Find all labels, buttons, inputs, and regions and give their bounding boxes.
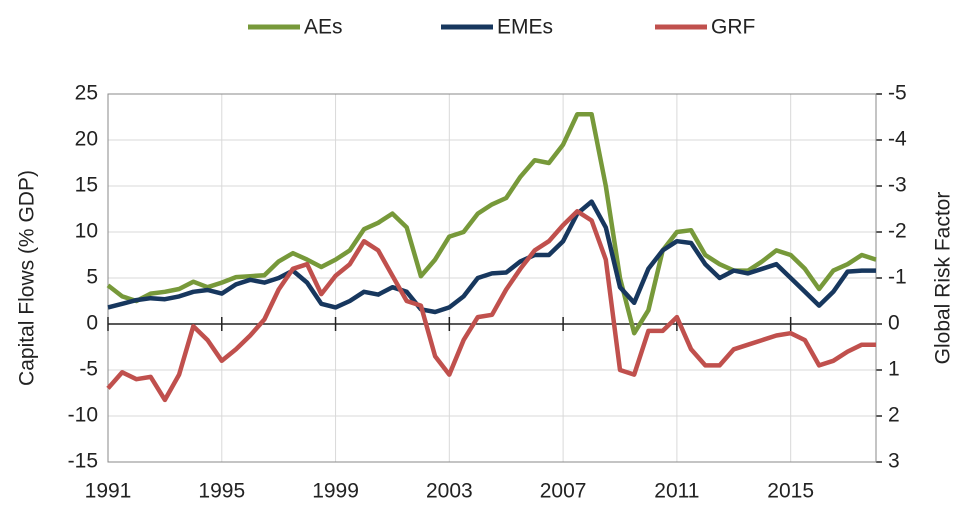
- y2-tick-label: 1: [888, 358, 900, 381]
- y2-tick-label: -5: [888, 82, 907, 105]
- y-axis-label: Capital Flows (% GDP): [16, 170, 39, 386]
- y-tick-label: 5: [86, 266, 98, 289]
- y2-tick-label: 3: [888, 450, 900, 473]
- y2-tick-label: -2: [888, 220, 907, 243]
- x-tick-label: 2003: [426, 480, 473, 503]
- y-tick-label: 10: [75, 220, 98, 243]
- y-tick-label: -5: [79, 358, 98, 381]
- y2-axis-label: Global Risk Factor: [932, 192, 955, 365]
- data-line: [107, 199, 876, 315]
- y2-tick-label: 0: [888, 312, 900, 335]
- legend-label: AEs: [304, 16, 343, 39]
- y2-tick-label: -4: [888, 128, 907, 151]
- y2-tick-label: 2: [888, 404, 900, 427]
- data-line: [106, 209, 876, 403]
- y-tick-label: 0: [86, 312, 98, 335]
- y-tick-label: 25: [75, 82, 98, 105]
- legend-label: GRF: [711, 16, 755, 39]
- x-tick-label: 2015: [767, 480, 814, 503]
- y-tick-label: -10: [68, 404, 98, 427]
- y2-tick-label: -1: [888, 266, 907, 289]
- x-tick-label: 2011: [654, 480, 699, 503]
- plot-frame: [107, 93, 877, 463]
- y-tick-label: 20: [75, 128, 98, 151]
- y2-tick-label: -3: [888, 174, 907, 197]
- legend-label: EMEs: [497, 16, 553, 39]
- y-tick-label: 15: [75, 174, 98, 197]
- data-line: [106, 111, 877, 336]
- x-tick-label: 1991: [85, 480, 132, 503]
- x-tick-label: 1995: [198, 480, 245, 503]
- x-tick-label: 2007: [540, 480, 587, 503]
- x-tick-label: 1999: [312, 480, 359, 503]
- y-tick-label: -15: [68, 450, 98, 473]
